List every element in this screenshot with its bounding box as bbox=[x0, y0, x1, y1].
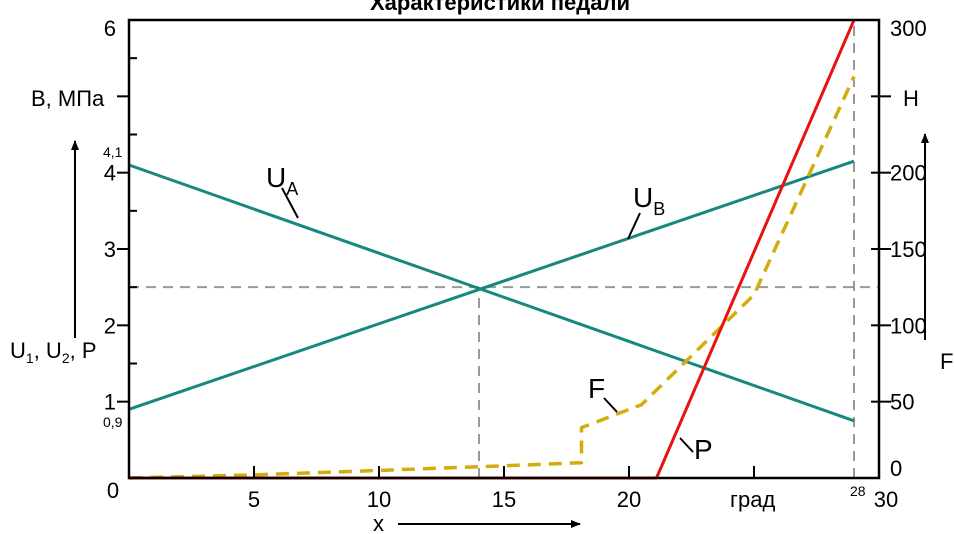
x-tick-label-5: 5 bbox=[248, 487, 260, 512]
series-label-f: F bbox=[588, 373, 618, 413]
right-tick-label-150: 150 bbox=[890, 237, 927, 262]
left-axis-unit: В, МПа bbox=[31, 86, 105, 111]
x-tick-label-10: 10 bbox=[367, 487, 391, 512]
chart-title: Характеристики педали bbox=[370, 0, 630, 15]
series-line-f bbox=[128, 75, 856, 480]
origin-label: 0 bbox=[107, 478, 119, 503]
right-tick-label-50: 50 bbox=[890, 390, 914, 415]
series-line-p bbox=[129, 19, 856, 480]
right-tick-label-300: 300 bbox=[890, 16, 927, 41]
series-label-ub: UB bbox=[627, 182, 665, 240]
left-axis-label: U1, U2, P bbox=[10, 338, 97, 366]
svg-text:P: P bbox=[694, 434, 713, 465]
right-tick-label-200: 200 bbox=[890, 161, 927, 186]
svg-text:UB: UB bbox=[633, 182, 665, 219]
series-label-p: P bbox=[679, 434, 713, 465]
svg-text:UA: UA bbox=[266, 162, 298, 199]
x-axis-label: x bbox=[373, 511, 384, 534]
right-tick-label-0: 0 bbox=[890, 456, 902, 481]
left-tick-label-1: 1 bbox=[104, 390, 116, 415]
series-line-ub bbox=[128, 159, 855, 411]
plot-frame bbox=[127, 18, 881, 480]
left-tick-label-4: 4 bbox=[104, 161, 116, 186]
marker-28: 28 bbox=[850, 483, 866, 499]
x-axis-unit: град bbox=[730, 487, 775, 512]
x-tick-label-15: 15 bbox=[492, 487, 516, 512]
x-end-label: 30 bbox=[874, 487, 898, 512]
series-label-ua: UA bbox=[266, 162, 299, 219]
right-tick-label-100: 100 bbox=[890, 313, 927, 338]
left-tick-label-6: 6 bbox=[104, 16, 116, 41]
marker-4-1: 4,1 bbox=[103, 144, 123, 160]
svg-text:F: F bbox=[588, 373, 605, 404]
left-tick-label-3: 3 bbox=[104, 237, 116, 262]
series-line-ua bbox=[128, 163, 855, 423]
marker-0-9: 0,9 bbox=[103, 414, 123, 430]
right-axis-unit: Н bbox=[903, 86, 919, 111]
x-tick-label-20: 20 bbox=[617, 487, 641, 512]
left-tick-label-2: 2 bbox=[104, 313, 116, 338]
right-axis-label: F bbox=[940, 349, 953, 374]
